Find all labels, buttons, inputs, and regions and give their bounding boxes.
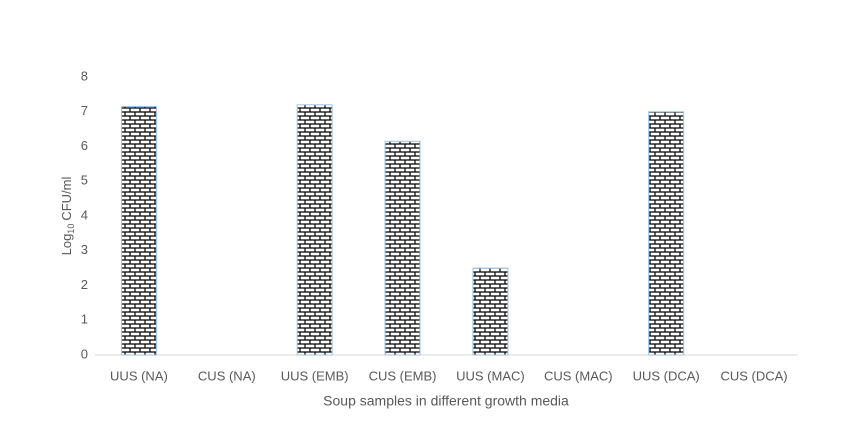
x-axis-label: Soup samples in different growth media [323, 393, 569, 409]
y-tick-label: 3 [81, 242, 88, 257]
y-tick-label: 6 [81, 138, 88, 153]
y-tick-label: 1 [81, 312, 88, 327]
x-tick-label: UUS (DCA) [633, 368, 700, 383]
y-tick-label: 4 [81, 207, 88, 222]
x-tick-label: CUS (MAC) [544, 368, 613, 383]
x-tick-label: CUS (DCA) [720, 368, 787, 383]
y-label-subscript: 10 [66, 224, 76, 234]
bar [120, 106, 157, 356]
x-tick-label: UUS (NA) [110, 368, 168, 383]
x-tick-label: CUS (NA) [198, 368, 256, 383]
x-tick-label: CUS (EMB) [369, 368, 437, 383]
y-tick-label: 2 [81, 277, 88, 292]
y-tick-label: 7 [81, 103, 88, 118]
y-tick-label: 5 [81, 173, 88, 188]
x-tick-label: UUS (MAC) [456, 368, 525, 383]
y-label-rest: CFU/ml [59, 177, 74, 221]
bar [384, 140, 421, 356]
bar [472, 267, 509, 356]
y-tick-label: 8 [81, 68, 88, 83]
bar [648, 111, 685, 356]
y-axis-label: Log10 CFU/ml [59, 177, 76, 256]
x-tick-label: UUS (EMB) [281, 368, 349, 383]
y-tick-label: 0 [81, 346, 88, 361]
y-label-base: Log [59, 234, 74, 256]
bar [296, 104, 333, 356]
